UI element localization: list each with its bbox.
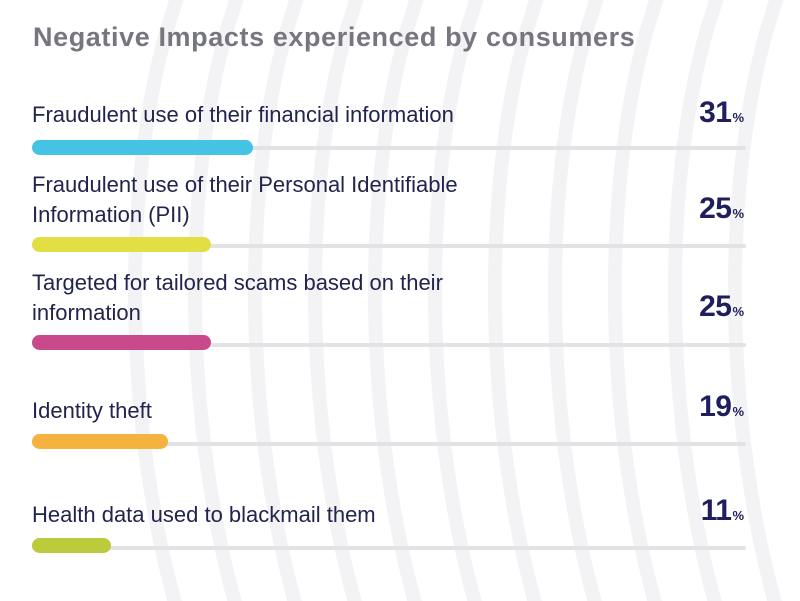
impact-value: 31% <box>699 96 744 130</box>
bar-fill <box>32 140 253 155</box>
value-number: 11 <box>700 494 732 527</box>
bar-fill <box>32 335 211 350</box>
impact-value: 11% <box>701 494 744 528</box>
value-number: 25 <box>699 290 732 323</box>
value-unit: % <box>732 206 744 221</box>
bar-track <box>32 442 746 446</box>
bar-fill <box>32 237 211 252</box>
value-unit: % <box>732 508 744 523</box>
bar-track <box>32 343 746 347</box>
chart-title: Negative Impacts experienced by consumer… <box>33 22 636 52</box>
impact-value: 25% <box>699 290 744 324</box>
bar-fill <box>32 434 168 449</box>
impact-label: Fraudulent use of their Personal Identif… <box>32 172 458 227</box>
bar-track <box>32 146 746 150</box>
bar-track <box>32 546 746 550</box>
value-number: 31 <box>699 96 732 129</box>
impact-label: Identity theft <box>32 398 152 423</box>
impact-value: 19% <box>699 390 744 424</box>
impact-value: 25% <box>699 192 744 226</box>
bar-track <box>32 244 746 248</box>
value-number: 25 <box>699 192 732 225</box>
value-unit: % <box>732 404 744 419</box>
bar-fill <box>32 538 111 553</box>
impact-label: Fraudulent use of their financial inform… <box>32 102 454 127</box>
value-unit: % <box>732 110 744 125</box>
impact-label: Health data used to blackmail them <box>32 502 376 527</box>
impact-label: Targeted for tailored scams based on the… <box>32 270 443 325</box>
value-unit: % <box>732 304 744 319</box>
value-number: 19 <box>699 390 732 423</box>
